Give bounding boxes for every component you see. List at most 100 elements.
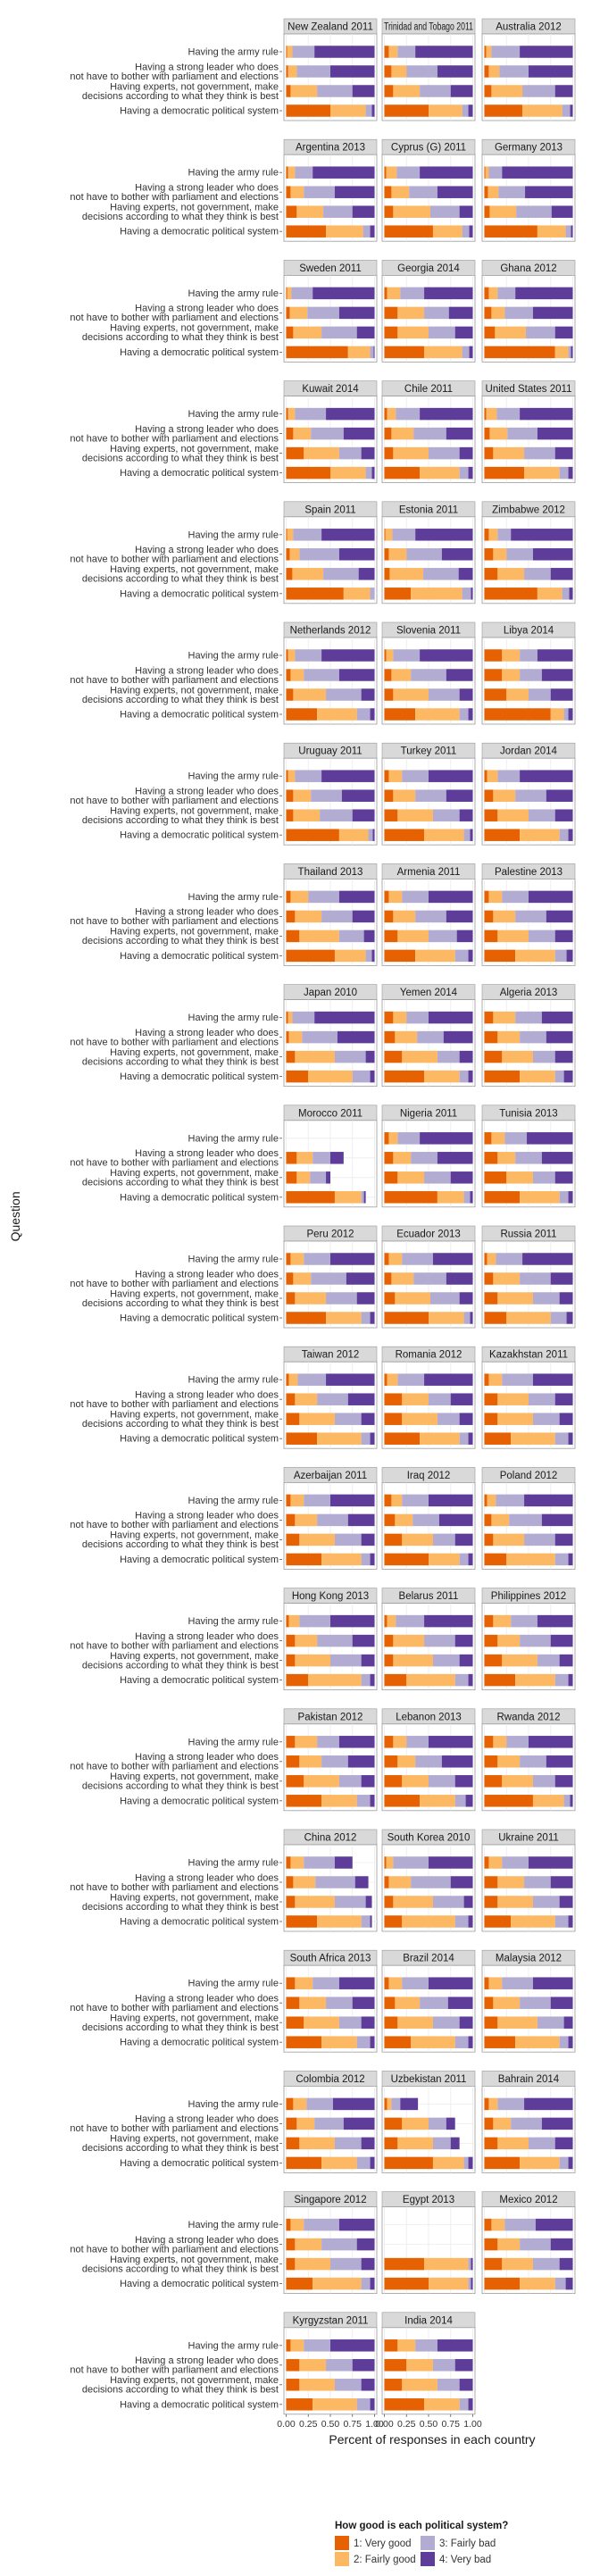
bar-segment <box>497 1896 533 1908</box>
bar-segment <box>286 789 294 802</box>
bar-segment <box>286 1915 318 1928</box>
bar-segment <box>569 588 573 600</box>
bar-segment <box>384 1494 392 1507</box>
bar-segment <box>293 809 321 821</box>
bar-segment <box>437 2379 460 2391</box>
bar-segment <box>299 1755 322 1768</box>
bar-segment <box>559 1654 573 1667</box>
bar-segment <box>296 1152 313 1164</box>
bar-segment <box>420 1795 455 1807</box>
bar-segment <box>406 65 438 78</box>
bar-segment <box>484 910 494 923</box>
bar-segment <box>524 1876 551 1888</box>
bar-segment <box>497 1393 529 1405</box>
bar-segment <box>286 1253 291 1265</box>
bar-segment <box>484 1876 498 1888</box>
bar-segment <box>384 2156 433 2170</box>
bar-segment <box>448 306 473 320</box>
bar-segment <box>520 2277 555 2290</box>
bar-segment <box>554 1533 573 1546</box>
bar-segment <box>312 166 375 179</box>
bar-segment <box>484 1253 488 1265</box>
category-label: Having experts, not government, make <box>110 1409 279 1420</box>
bar-segment <box>484 446 494 460</box>
bar-segment <box>488 1977 503 1989</box>
bar-segment <box>320 809 353 821</box>
bar-segment <box>388 548 407 561</box>
bar-segment <box>295 1050 335 1063</box>
bar-segment <box>432 2016 460 2029</box>
bar-segment <box>484 1432 512 1445</box>
bar-segment <box>286 910 296 923</box>
facet-label: Philippines 2012 <box>491 1591 566 1602</box>
bar-segment <box>454 949 469 963</box>
bar-segment <box>484 346 555 359</box>
bar-segment <box>347 1513 375 1527</box>
bar-segment <box>293 529 322 541</box>
bar-segment <box>295 1896 335 1908</box>
bar-segment <box>484 1191 521 1204</box>
bar-segment <box>532 2257 560 2271</box>
category-label: decisions according to what they think i… <box>82 815 279 826</box>
bar-segment <box>286 166 288 179</box>
bar-segment <box>468 949 473 963</box>
bar-segment <box>361 1533 375 1546</box>
category-label: decisions according to what they think i… <box>82 574 279 585</box>
bar-segment <box>563 1070 573 1083</box>
bar-segment <box>388 46 398 58</box>
bar-segment <box>484 1755 498 1768</box>
facet-label: Palestine 2013 <box>495 867 562 878</box>
facet-label: Bahrain 2014 <box>498 2074 560 2085</box>
bar-segment <box>524 1533 555 1546</box>
bar-segment <box>384 407 388 421</box>
bar-segment <box>412 1513 439 1527</box>
bar-segment <box>402 1775 429 1788</box>
bar-segment <box>484 1553 507 1566</box>
bar-segment <box>286 1775 304 1788</box>
bar-segment <box>402 1533 433 1546</box>
facet-label: Kazakhstan 2011 <box>489 1350 568 1361</box>
bar-segment <box>506 1171 533 1184</box>
bar-segment <box>459 1292 473 1305</box>
bar-segment <box>484 466 525 479</box>
bar-segment <box>286 287 288 300</box>
bar-segment <box>454 1673 469 1687</box>
bar-segment <box>546 789 573 802</box>
category-label: Having a democratic political system <box>120 710 279 721</box>
bar-segment <box>437 1191 464 1204</box>
bar-segment <box>554 930 573 943</box>
category-label: Having a democratic political system <box>120 588 279 599</box>
bar-segment <box>484 1312 507 1324</box>
bar-segment <box>387 1373 398 1386</box>
bar-segment <box>504 1132 528 1145</box>
bar-segment <box>393 1152 412 1164</box>
category-label: Having a strong leader who does <box>135 786 279 796</box>
bar-segment <box>502 890 529 904</box>
bar-segment <box>484 649 503 662</box>
x-axis-title: Percent of responses in each country <box>329 2432 535 2447</box>
bar-segment <box>484 1977 489 1989</box>
bar-segment <box>286 1494 291 1507</box>
bar-segment <box>420 1997 448 2009</box>
bar-segment <box>551 205 573 218</box>
bar-segment <box>338 548 375 561</box>
bar-segment <box>568 829 573 841</box>
bar-segment <box>488 166 503 179</box>
bar-segment <box>384 1253 389 1265</box>
bar-segment <box>424 287 473 300</box>
bar-segment <box>286 407 288 421</box>
category-label: Having experts, not government, make <box>110 1288 279 1299</box>
bar-segment <box>489 205 517 218</box>
bar-segment <box>554 346 569 359</box>
bar-segment <box>302 1030 338 1044</box>
bar-segment <box>468 1915 473 1928</box>
bar-segment <box>563 1795 571 1807</box>
bar-segment <box>295 649 322 662</box>
bar-segment <box>498 186 526 198</box>
bar-segment <box>288 1373 298 1386</box>
bar-segment <box>424 1171 451 1184</box>
bar-segment <box>317 1634 353 1647</box>
bar-segment <box>559 1413 573 1425</box>
category-label: Having a democratic political system <box>120 1675 279 1686</box>
bar-segment <box>295 910 322 923</box>
